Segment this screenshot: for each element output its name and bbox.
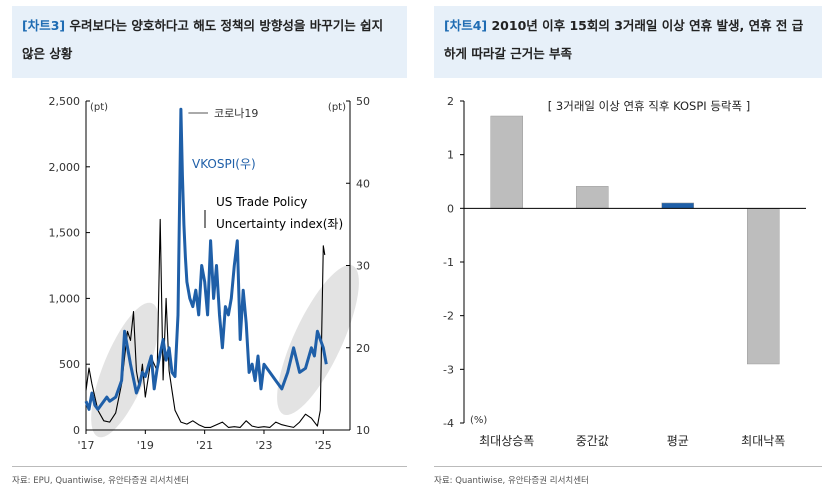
right-divider: [434, 466, 822, 467]
y-right-tick-label: 20: [356, 342, 370, 355]
y-left-tick-label: 1,500: [49, 227, 81, 240]
annotation-corona: 코로나19: [214, 107, 258, 120]
y-tick-label: 2: [447, 95, 454, 108]
x-category-label: 최대상승폭: [479, 434, 534, 448]
right-bar-chart: 2 1 0 -1 -2 -3 -4 (%) [ 3거래일 이상 연휴 직후 KOSPI 등락폭 …: [443, 95, 806, 448]
series-label-vkospi: VKOSPI(우): [192, 157, 256, 171]
highlight-ellipse-2025: [277, 264, 359, 416]
series-line-trade-policy: [85, 218, 326, 428]
bar-3: [661, 202, 694, 209]
y-left-tick-label: 500: [59, 358, 80, 371]
bar-1: [490, 115, 523, 209]
y-right-tick-label: 40: [356, 177, 370, 190]
y-left-tick-label: 2,000: [49, 161, 81, 174]
x-tick-label: '17: [77, 439, 94, 452]
left-divider: [12, 466, 407, 467]
y-left-tick-label: 0: [73, 424, 80, 437]
series-label-trade-policy-line2: Uncertainty index(좌): [216, 217, 343, 231]
x-tick-label: '25: [315, 439, 332, 452]
right-chart-tag: [차트4]: [444, 18, 488, 33]
x-tick-label: '19: [137, 439, 154, 452]
y-tick-label: -4: [443, 417, 454, 430]
x-tick-label: '21: [196, 439, 213, 452]
bar-4: [747, 208, 780, 365]
y-right-tick-label: 50: [356, 95, 370, 108]
bar-2: [576, 186, 609, 209]
left-chart-title: 우려보다는 양호하다고 해도 정책의 방향성을 바꾸기는 쉽지 않은 상황: [22, 18, 384, 61]
right-panel: [차트4] 2010년 이후 15회의 3거래일 이상 연휴 발생, 연휴 전 …: [422, 0, 830, 496]
left-chart-tag: [차트3]: [22, 18, 66, 33]
right-chart-title: 2010년 이후 15회의 3거래일 이상 연휴 발생, 연휴 전 급하게 따라…: [444, 18, 804, 61]
left-chart-header: [차트3] 우려보다는 양호하다고 해도 정책의 방향성을 바꾸기는 쉽지 않은…: [12, 6, 407, 78]
x-tick-label: '23: [255, 439, 272, 452]
y-tick-label: -1: [443, 256, 454, 269]
left-source: 자료: EPU, Quantiwise, 유안타증권 리서치센터: [12, 476, 189, 486]
left-panel: [차트3] 우려보다는 양호하다고 해도 정책의 방향성을 바꾸기는 쉽지 않은…: [12, 6, 407, 486]
y-unit: (%): [470, 415, 487, 426]
chart-title: [ 3거래일 이상 연휴 직후 KOSPI 등락폭 ]: [548, 99, 750, 113]
highlight-ellipse-2018: [91, 302, 159, 438]
y-right-tick-label: 10: [356, 424, 370, 437]
left-line-chart: 0 500 1,000 1,500 2,000 2,500 10 20 30 40 50 (pt) (p…: [49, 95, 371, 452]
y-right-tick-label: 30: [356, 260, 370, 273]
y-left-tick-label: 1,000: [49, 292, 81, 305]
right-source: 자료: Quantiwise, 유안타증권 리서치센터: [434, 476, 589, 486]
x-category-label: 최대낙폭: [741, 434, 785, 448]
y-tick-label: -3: [443, 363, 454, 376]
y-left-tick-label: 2,500: [49, 95, 81, 108]
series-label-trade-policy-line1: US Trade Policy: [216, 195, 307, 209]
y-right-unit: (pt): [328, 102, 346, 113]
series-line-vkospi: [84, 107, 328, 411]
x-category-label: 평균: [667, 434, 689, 448]
y-tick-label: 1: [447, 149, 454, 162]
right-chart-header: [차트4] 2010년 이후 15회의 3거래일 이상 연휴 발생, 연휴 전 …: [434, 6, 822, 78]
y-left-unit: (pt): [90, 102, 108, 113]
y-tick-label: 0: [447, 202, 454, 215]
y-tick-label: -2: [443, 310, 454, 323]
x-category-label: 중간값: [576, 434, 609, 448]
